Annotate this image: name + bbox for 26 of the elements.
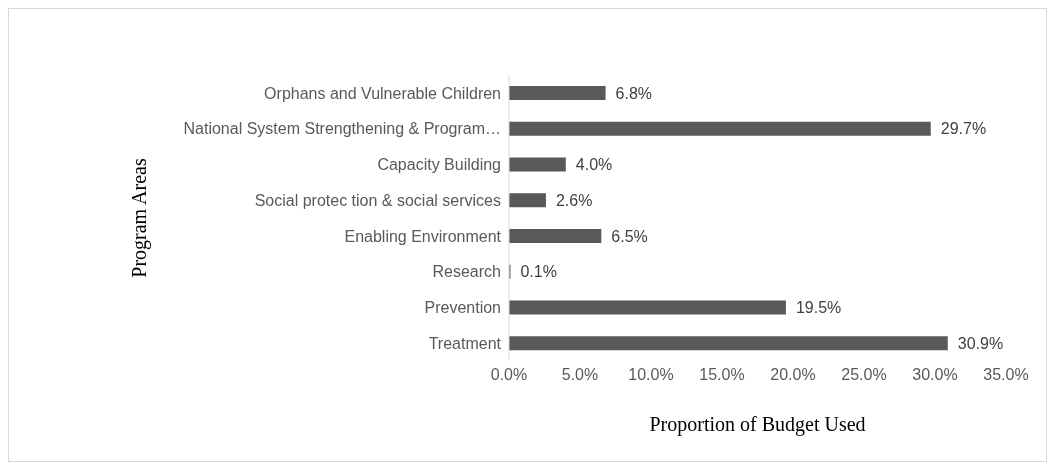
- x-tick-label: 0.0%: [490, 366, 528, 384]
- data-label: 0.1%: [520, 263, 557, 281]
- data-label: 4.0%: [575, 156, 613, 174]
- x-axis-title: Proportion of Budget Used: [649, 413, 866, 436]
- data-label: 6.5%: [611, 227, 648, 245]
- x-tick-label: 30.0%: [912, 366, 958, 384]
- x-tick-label: 20.0%: [770, 366, 816, 384]
- y-tick-label: Enabling Environment: [344, 227, 502, 245]
- data-label: 30.9%: [957, 334, 1004, 352]
- y-tick-label: National System Strengthening & Program…: [183, 120, 501, 138]
- data-label: 6.8%: [615, 84, 653, 102]
- x-tick-label: 10.0%: [628, 366, 674, 384]
- y-tick-label: Treatment: [428, 334, 502, 352]
- y-tick-label: Social protec tion & social services: [254, 191, 501, 209]
- y-axis-title: Program Areas: [128, 158, 152, 278]
- y-tick-label: Research: [432, 263, 501, 281]
- y-tick-label: Capacity Building: [377, 156, 501, 174]
- x-tick-label: 35.0%: [983, 366, 1029, 384]
- data-label: 19.5%: [795, 299, 842, 317]
- data-label: 29.7%: [940, 120, 987, 138]
- x-tick-label: 15.0%: [699, 366, 745, 384]
- y-tick-label: Orphans and Vulnerable Children: [264, 84, 501, 102]
- data-label: 2.6%: [555, 191, 593, 209]
- x-tick-label: 5.0%: [561, 366, 599, 384]
- y-tick-label: Prevention: [424, 299, 501, 317]
- x-tick-label: 25.0%: [841, 366, 887, 384]
